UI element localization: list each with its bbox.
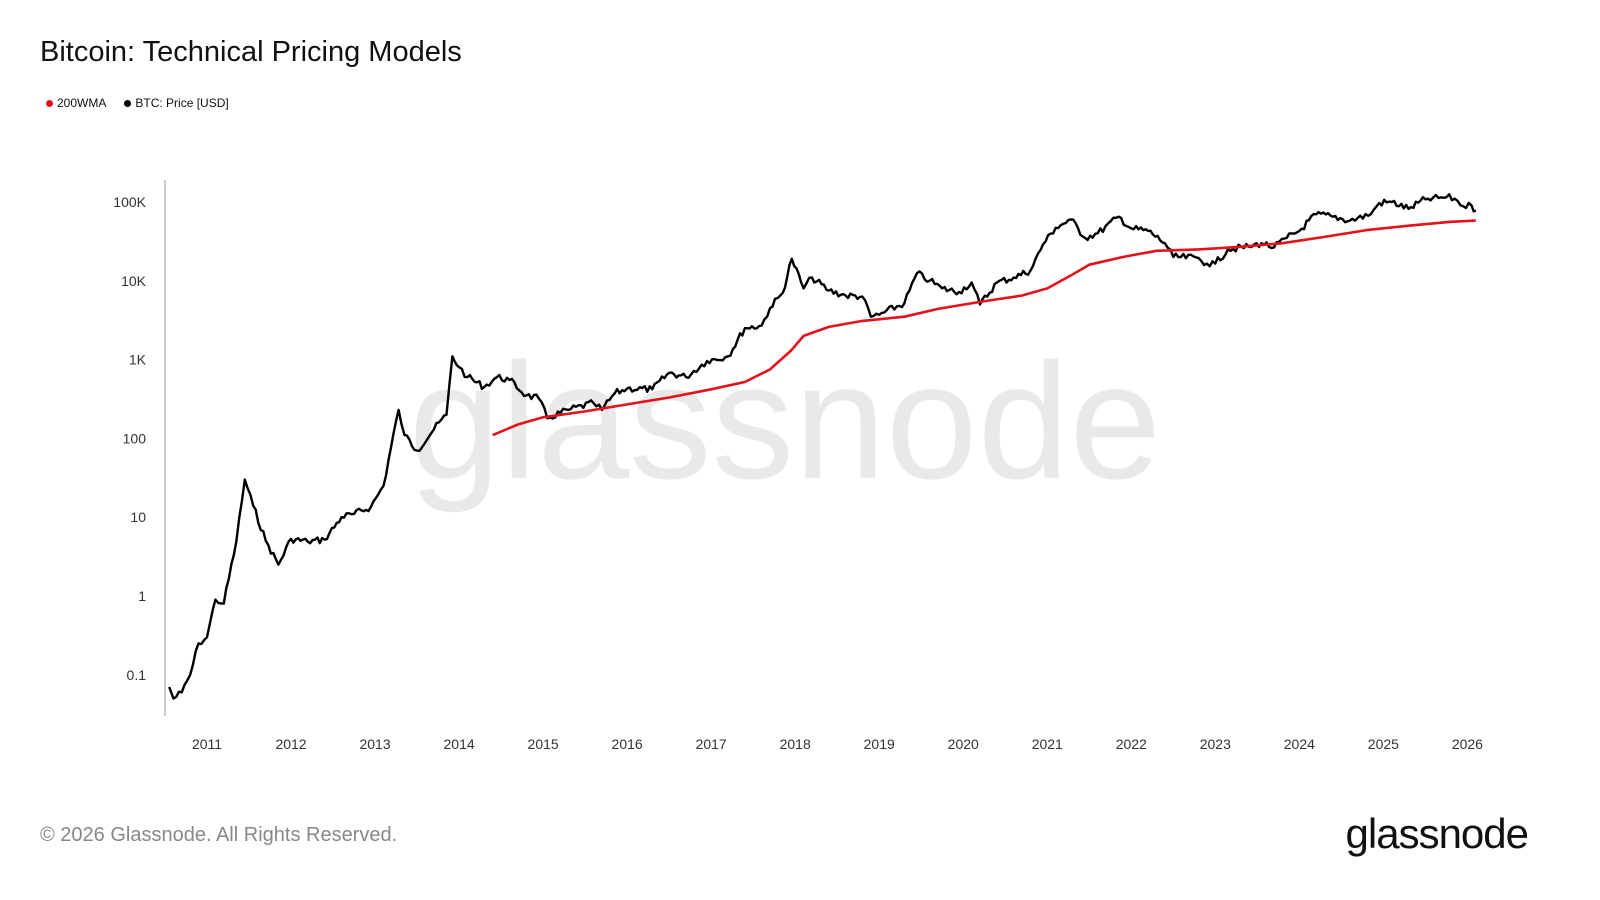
x-tick-label: 2023 (1200, 736, 1231, 752)
x-tick-label: 2021 (1032, 736, 1063, 752)
legend-swatch-200wma (46, 99, 53, 107)
x-tick-label: 2022 (1116, 736, 1147, 752)
legend-label-200wma: 200WMA (57, 96, 107, 110)
legend-item-200wma[interactable]: 200WMA (46, 96, 106, 110)
series-line-200wma (492, 219, 1476, 437)
y-tick-label: 1 (138, 588, 146, 604)
x-tick-label: 2020 (948, 736, 979, 752)
glassnode-logo: glassnode (1345, 810, 1529, 857)
y-tick-label: 10K (121, 273, 147, 289)
y-tick-label: 100 (123, 430, 147, 446)
x-tick-label: 2015 (528, 736, 559, 752)
x-tick-label: 2024 (1284, 736, 1315, 752)
y-tick-label: 10 (130, 509, 146, 525)
x-tick-label: 2025 (1368, 736, 1399, 752)
y-tick-label: 0.1 (127, 667, 147, 683)
chart-title: Bitcoin: Technical Pricing Models (40, 36, 462, 68)
x-tick-label: 2017 (696, 736, 727, 752)
series-lines (168, 193, 1477, 700)
x-tick-label: 2016 (612, 736, 643, 752)
copyright-footer: © 2026 Glassnode. All Rights Reserved. (40, 824, 398, 846)
x-tick-label: 2014 (444, 736, 475, 752)
x-axis-ticks: 2011 2012 2013 2014 2015 2016 2017 2018 2019 2020… (192, 736, 1483, 752)
y-tick-label: 1K (129, 352, 147, 368)
legend: 200WMA BTC: Price [USD] (46, 96, 229, 110)
x-tick-label: 2026 (1452, 736, 1483, 752)
legend-item-price[interactable]: BTC: Price [USD] (124, 96, 229, 110)
x-tick-label: 2011 (192, 736, 222, 752)
legend-swatch-price (124, 99, 132, 107)
x-tick-label: 2019 (864, 736, 895, 752)
x-tick-label: 2013 (359, 736, 390, 752)
x-tick-label: 2012 (275, 736, 306, 752)
y-axis-ticks: 0.1 1 10 100 1K 10K 100K (113, 194, 146, 683)
x-tick-label: 2018 (780, 736, 811, 752)
legend-label-price: BTC: Price [USD] (135, 96, 229, 110)
y-tick-label: 100K (113, 194, 146, 210)
